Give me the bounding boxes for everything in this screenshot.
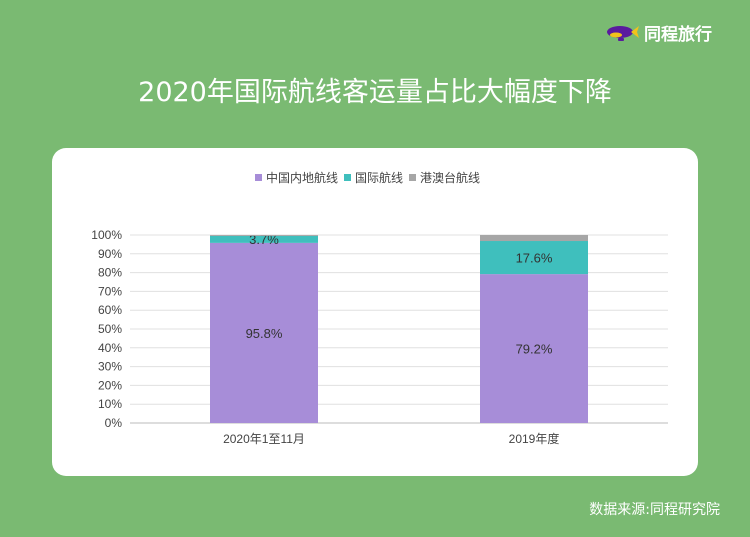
data-label: 3.7% — [249, 232, 279, 247]
legend-label: 港澳台航线 — [420, 170, 480, 185]
bar-segment — [480, 241, 588, 275]
y-tick-label: 70% — [98, 284, 122, 298]
legend-swatch — [344, 174, 351, 181]
bar-segment — [210, 242, 318, 423]
y-tick-label: 50% — [98, 322, 122, 336]
y-tick-label: 100% — [91, 228, 122, 242]
bar-segment — [480, 274, 588, 423]
x-tick-label: 2019年度 — [509, 431, 560, 446]
bar-segment — [210, 235, 318, 243]
y-tick-label: 60% — [98, 303, 122, 317]
legend-swatch — [255, 174, 262, 181]
data-source: 数据来源:同程研究院 — [589, 502, 720, 518]
stacked-bar-chart: 0% 10% 20% 30% 40% 50% 60% 70% 80% 90% 100% 中国内地航线 国… — [91, 170, 668, 446]
y-tick-label: 0% — [105, 416, 123, 430]
data-label: 95.8% — [246, 326, 283, 341]
legend-label: 国际航线 — [355, 170, 403, 185]
y-tick-label: 40% — [98, 341, 122, 355]
legend-label: 中国内地航线 — [266, 170, 338, 185]
chart-card: 0% 10% 20% 30% 40% 50% 60% 70% 80% 90% 100% 中国内地航线 国… — [52, 148, 698, 476]
y-tick-label: 10% — [98, 397, 122, 411]
airship-icon — [607, 25, 639, 41]
page-title: 2020年国际航线客运量占比大幅度下降 — [138, 77, 612, 108]
x-tick-label: 2020年1至11月 — [223, 432, 305, 446]
legend-swatch — [409, 174, 416, 181]
y-tick-label: 30% — [98, 360, 122, 374]
data-label: 17.6% — [516, 251, 553, 266]
bar-segment — [210, 235, 318, 236]
y-tick-label: 20% — [98, 378, 122, 392]
data-label: 79.2% — [516, 342, 553, 357]
brand-logo: 同程旅行 — [604, 20, 712, 45]
bar-segment — [480, 235, 588, 242]
y-tick-label: 80% — [98, 266, 122, 280]
y-tick-label: 90% — [98, 247, 122, 261]
brand-name: 同程旅行 — [644, 25, 712, 45]
